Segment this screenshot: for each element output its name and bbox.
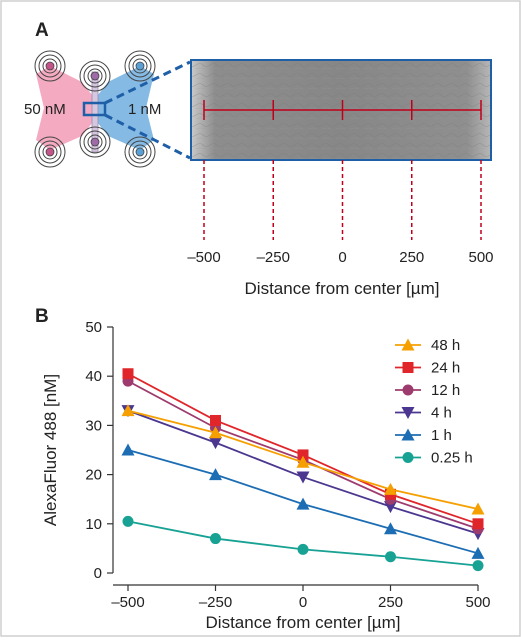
panel-a-x-tick-label: 500 [468, 249, 493, 266]
y-axis-label: AlexaFluor 488 [nM] [41, 374, 60, 526]
data-point [121, 404, 135, 417]
well-ring [42, 58, 58, 74]
well-ring [38, 54, 62, 78]
legend-marker [402, 452, 414, 463]
well-ring [87, 68, 103, 84]
imaging-region-box [82, 101, 107, 117]
data-point [122, 368, 134, 380]
panel-b-label: B [35, 306, 49, 327]
data-point [122, 515, 134, 527]
y-tick-label: 10 [85, 516, 102, 533]
well-center [135, 147, 145, 157]
y-tick-label: 50 [85, 319, 102, 336]
panel-a-x-tick-label: –250 [257, 249, 290, 266]
data-point [210, 533, 221, 545]
well-ring [79, 126, 111, 158]
data-point [384, 522, 397, 535]
y-tick-label: 40 [85, 368, 102, 385]
panel-a-x-tick-label: 0 [338, 249, 346, 266]
left-concentration-label: 50 nM [24, 101, 66, 118]
well-ring [83, 130, 107, 154]
x-tick-label: –250 [199, 594, 232, 611]
legend-label: 12 h [431, 382, 460, 399]
data-point [209, 468, 222, 481]
micrograph-frame [190, 59, 492, 161]
well-center [90, 137, 100, 147]
well-ring [124, 136, 156, 168]
zoom-line-bottom [104, 113, 191, 160]
legend-marker [402, 362, 414, 373]
panel-a-x-axis-label: Distance from center [µm] [245, 279, 440, 298]
data-point [209, 426, 222, 439]
x-tick-label: 500 [465, 594, 490, 611]
legend-label: 48 h [431, 337, 460, 354]
legend-marker [402, 384, 414, 396]
y-tick-label: 0 [94, 565, 102, 582]
data-point [472, 560, 484, 572]
right-concentration-label: 1 nM [128, 101, 161, 118]
data-point [297, 449, 309, 461]
well-ring [34, 136, 66, 168]
x-tick-label: 0 [299, 594, 307, 611]
legend-marker [401, 338, 415, 351]
well-ring [79, 60, 111, 92]
legend-marker [401, 407, 415, 419]
legend-label: 0.25 h [431, 450, 473, 467]
legend-label: 1 h [431, 427, 452, 444]
data-point [209, 437, 222, 450]
y-tick-label: 20 [85, 467, 102, 484]
data-point [384, 501, 397, 514]
data-point [296, 497, 310, 510]
legend-label: 4 h [431, 405, 452, 422]
series-line [127, 520, 479, 567]
legend-label: 24 h [431, 360, 460, 377]
data-point [471, 546, 485, 559]
left-reservoir-region [36, 66, 96, 150]
panel-a-x-tick-label: –500 [187, 249, 220, 266]
well-center [135, 61, 145, 71]
well-ring [124, 50, 156, 82]
well-ring [38, 140, 62, 164]
data-point [121, 443, 135, 456]
panel-a-label: A [35, 20, 49, 41]
x-tick-label: 250 [378, 594, 403, 611]
legend-marker [401, 428, 415, 441]
microfluidic-device [36, 66, 154, 153]
y-tick-label: 30 [85, 417, 102, 434]
x-axis-label: Distance from center [µm] [206, 613, 401, 632]
well-ring [42, 144, 58, 160]
data-point [385, 551, 396, 563]
data-point [471, 502, 485, 515]
well-ring [128, 54, 152, 78]
well-center [90, 71, 100, 81]
right-reservoir-region [94, 66, 154, 150]
data-point [297, 543, 309, 555]
x-tick-label: –500 [111, 594, 144, 611]
well-ring [83, 64, 107, 88]
data-point [296, 471, 310, 484]
well-center [45, 61, 55, 71]
well-ring [132, 58, 148, 74]
data-point [472, 518, 484, 530]
well-center [45, 147, 55, 157]
data-point [210, 414, 221, 426]
data-point [296, 455, 310, 468]
panel-a-x-tick-label: 250 [399, 249, 424, 266]
line-chart: 0 10 20 30 40 50 –500 –250 0 250 500 48 h 24 h 12 h 4 … [85, 319, 490, 611]
well-ring [87, 134, 103, 150]
well-ring [34, 50, 66, 82]
zoom-line-top [104, 60, 191, 105]
well-ring [132, 144, 148, 160]
well-ring [128, 140, 152, 164]
legend: 48 h 24 h 12 h 4 h 1 h 0.25 h [395, 337, 473, 467]
data-point [384, 482, 397, 495]
